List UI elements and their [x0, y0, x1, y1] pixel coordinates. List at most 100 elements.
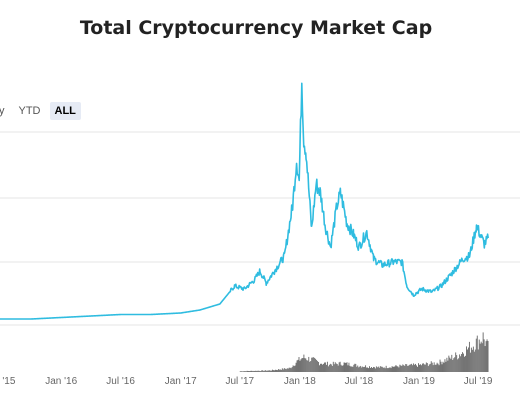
volume-bar: [283, 368, 285, 372]
volume-bar: [249, 371, 251, 372]
volume-bar: [289, 367, 291, 372]
volume-bar: [329, 363, 331, 372]
volume-bar: [294, 365, 296, 372]
volume-bar: [457, 359, 459, 372]
volume-bar: [315, 358, 317, 372]
volume-bar: [282, 369, 284, 372]
volume-bar: [437, 363, 439, 372]
volume-bar: [396, 366, 398, 372]
volume-bar: [310, 361, 312, 372]
volume-bar: [333, 364, 335, 372]
volume-bar: [349, 365, 351, 372]
volume-bar: [398, 367, 400, 372]
x-tick-label: Jan '17: [165, 376, 197, 387]
volume-bar: [383, 367, 385, 372]
volume-bar: [378, 367, 380, 372]
volume-bar: [247, 370, 249, 372]
volume-bar: [295, 362, 297, 372]
volume-bar: [264, 370, 266, 372]
volume-bar: [362, 366, 364, 372]
volume-bar: [316, 360, 318, 372]
range-button-ytd[interactable]: YTD: [18, 105, 41, 117]
volume-bar: [480, 341, 482, 372]
x-tick-label: Jul '16: [106, 376, 135, 387]
volume-bar: [276, 369, 277, 372]
volume-bar: [466, 346, 467, 372]
volume-bar: [482, 332, 484, 372]
volume-bar: [422, 363, 424, 372]
volume-bar: [241, 371, 243, 372]
range-button-1y[interactable]: y: [0, 105, 5, 117]
volume-bar: [351, 366, 353, 372]
volume-bar: [246, 370, 248, 372]
volume-bar: [448, 355, 450, 372]
volume-bar: [360, 365, 362, 372]
volume-bar: [356, 366, 358, 372]
volume-bar: [386, 368, 388, 372]
x-tick-label: Jul '15: [0, 376, 16, 387]
volume-bar: [323, 363, 324, 372]
market-cap-series: [0, 82, 490, 320]
volume-bar: [427, 366, 429, 372]
volume-bar: [447, 360, 449, 372]
volume-bar: [460, 356, 462, 372]
volume-bar: [334, 362, 336, 372]
volume-bar: [357, 365, 359, 372]
volume-bar: [262, 370, 264, 372]
volume-bar: [288, 367, 290, 372]
volume-bar: [259, 370, 261, 372]
volume-bar: [399, 364, 401, 372]
volume-bar: [407, 365, 409, 372]
volume-bar: [458, 358, 460, 372]
volume-bar: [474, 349, 476, 372]
volume-bar: [454, 357, 456, 372]
volume-bar: [254, 371, 256, 372]
volume-bar: [345, 363, 347, 372]
volume-bar: [313, 357, 315, 372]
volume-bar: [287, 368, 289, 372]
volume-bar: [483, 339, 485, 372]
volume-bar: [391, 366, 393, 372]
volume-bar: [408, 365, 410, 372]
volume-bar: [405, 364, 407, 372]
range-button-all[interactable]: ALL: [49, 102, 81, 120]
volume-bar: [303, 354, 305, 372]
volume-bar: [239, 371, 241, 372]
volume-bar: [394, 366, 396, 372]
volume-bar: [452, 359, 454, 372]
volume-bar: [462, 352, 464, 372]
volume-bar: [397, 366, 399, 372]
volume-bar: [395, 364, 397, 372]
volume-bar: [243, 371, 245, 372]
volume-bar: [414, 364, 416, 372]
volume-bar: [321, 363, 322, 372]
volume-bar: [459, 354, 461, 372]
volume-bar: [367, 367, 368, 372]
volume-bar: [424, 364, 426, 372]
market-cap-line: [0, 82, 490, 320]
volume-bar: [270, 370, 272, 372]
volume-bar: [463, 353, 464, 372]
volume-bar: [327, 366, 329, 372]
volume-bar: [416, 365, 417, 372]
volume-bar: [286, 368, 288, 372]
volume-bar: [309, 361, 311, 372]
volume-bar: [363, 367, 365, 372]
volume-bar: [376, 367, 378, 372]
volume-bar: [320, 363, 321, 372]
volume-bar: [302, 358, 304, 372]
volume-bar: [420, 364, 421, 372]
volume-bar: [269, 370, 271, 372]
volume-bar: [332, 361, 334, 372]
volume-bar: [260, 371, 262, 372]
volume-bar: [434, 364, 436, 372]
volume-bar: [470, 347, 472, 372]
volume-bar: [358, 367, 360, 372]
volume-bar: [268, 370, 270, 372]
volume-bar: [318, 362, 320, 372]
volume-bar: [290, 368, 292, 372]
volume-bar: [440, 361, 442, 372]
volume-bar: [271, 370, 273, 372]
volume-bar: [352, 366, 354, 372]
